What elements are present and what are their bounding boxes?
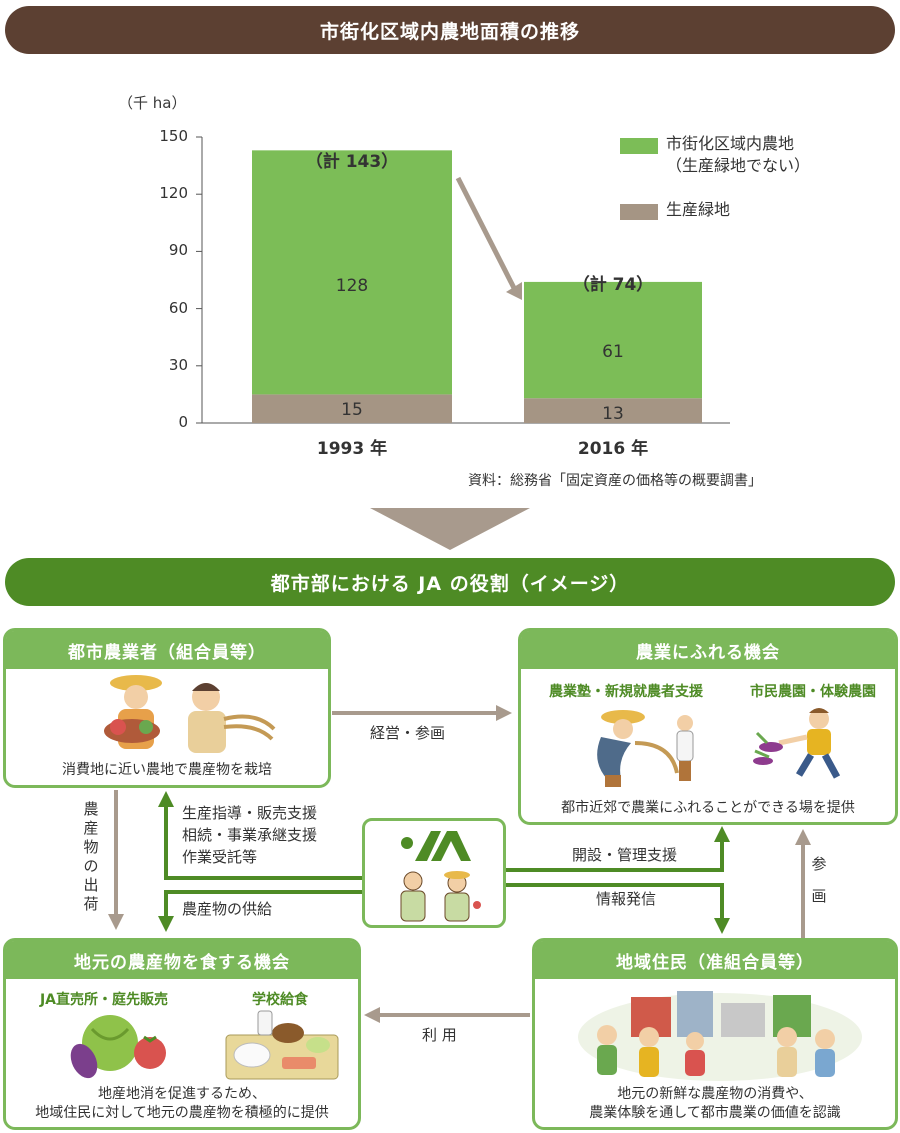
bar-seisan-ryokuchi-1 (524, 398, 702, 423)
farmers-box-caption: 消費地に近い農地で農産物を栽培 (62, 762, 272, 778)
local-food-box: 地元の農産物を食する機会 JA直売所・庭先販売 学校給食 地産地消を促進するため… (3, 938, 361, 1130)
local-food-sub-left: JA直売所・庭先販売 (39, 992, 169, 1008)
diagram-header: 都市部における JA の役割（イメージ） (5, 558, 895, 606)
bar-label-2016-green: 61 (602, 342, 624, 362)
bar-non-seisan-0 (252, 150, 452, 395)
opportunity-box-title: 農業にふれる機会 (521, 631, 895, 669)
bar-label-2016-brown: 13 (602, 404, 624, 424)
decline-arrow-head (506, 282, 522, 300)
school-lunch-icon (225, 1010, 339, 1080)
opportunity-sub-right: 市民農園・体験農園 (750, 684, 876, 700)
y-tick-label: 90 (168, 241, 188, 260)
residents-box-caption: 地元の新鮮な農産物の消費や、 農業体験を通して都市農業の価値を認識 (589, 1086, 841, 1121)
total-label-1993: （計 143） (305, 152, 399, 172)
farmers-box-title: 都市農業者（組合員等） (6, 631, 328, 669)
flow-label-use: 利 用 (422, 1026, 457, 1044)
farmers-box: 都市農業者（組合員等） 消費地に近い農地で農産物を栽培 (3, 628, 331, 788)
flow-label-management: 経営・参画 (370, 724, 446, 742)
decline-arrow (455, 176, 517, 290)
ja-logo-icon (400, 831, 481, 922)
opportunity-sub-left: 農業塾・新規就農者支援 (549, 684, 703, 700)
legend-label-green: 生産緑地 (666, 200, 731, 219)
chart-svg (196, 136, 730, 424)
y-unit-label: （千 ha） (118, 94, 187, 112)
opportunity-box: 農業にふれる機会 農業塾・新規就農者支援 市民農園・体験農園 都市近郊で農業にふ… (518, 628, 898, 825)
legend-swatch-non-green (620, 138, 658, 154)
total-label-2016: （計 74） (572, 275, 654, 295)
local-food-sub-right: 学校給食 (252, 992, 308, 1008)
bar-non-seisan-1 (524, 281, 702, 399)
town-residents-icon (578, 991, 862, 1081)
bar-seisan-ryokuchi-0 (252, 394, 452, 423)
flow-label-participation: 参画 (811, 855, 827, 905)
vegetables-icon (70, 1015, 166, 1079)
transition-arrow (370, 508, 530, 550)
flow-label-supply: 農産物の供給 (182, 900, 273, 918)
local-food-box-caption: 地産地消を促進するため、 地域住民に対して地元の農産物を積極的に提供 (35, 1086, 329, 1121)
flow-label-setup: 開設・管理支援 (572, 846, 678, 864)
y-tick-label: 0 (178, 413, 188, 431)
flow-label-support: 生産指導・販売支援 相続・事業承継支援 作業受託等 (182, 804, 318, 866)
legend-swatch-green (620, 204, 658, 220)
local-food-box-title: 地元の農産物を食する機会 (6, 941, 358, 979)
y-tick-label: 150 (159, 127, 188, 145)
chart-header: 市街化区域内農地面積の推移 (5, 6, 895, 54)
bar-label-1993-brown: 15 (341, 400, 363, 420)
x-label-2016: 2016 年 (577, 439, 649, 459)
residents-box-title: 地域住民（准組合員等） (535, 941, 895, 979)
y-tick-label: 60 (168, 298, 188, 317)
opportunity-box-caption: 都市近郊で農業にふれることができる場を提供 (561, 800, 855, 816)
flow-label-shipment: 農産物の出荷 (83, 800, 99, 913)
y-tick-label: 30 (168, 355, 188, 374)
farmers-illustration-icon (104, 675, 276, 753)
chart-source: 資料：総務省「固定資産の価格等の概要調書」 (468, 473, 762, 489)
y-tick-label: 120 (159, 184, 188, 203)
flow-label-info: 情報発信 (596, 890, 657, 908)
farming-school-icon (597, 710, 694, 787)
bar-label-1993-green: 128 (335, 276, 369, 296)
residents-box: 地域住民（准組合員等） 地元の新鮮な農産物の消費や、 農業体験を通して都市農業の… (532, 938, 898, 1130)
citizen-garden-icon (753, 708, 841, 779)
legend-label-non-green: 市街化区域内農地 （生産緑地でない） (666, 134, 811, 175)
ja-box (362, 818, 506, 928)
x-label-1993: 1993 年 (316, 439, 388, 459)
